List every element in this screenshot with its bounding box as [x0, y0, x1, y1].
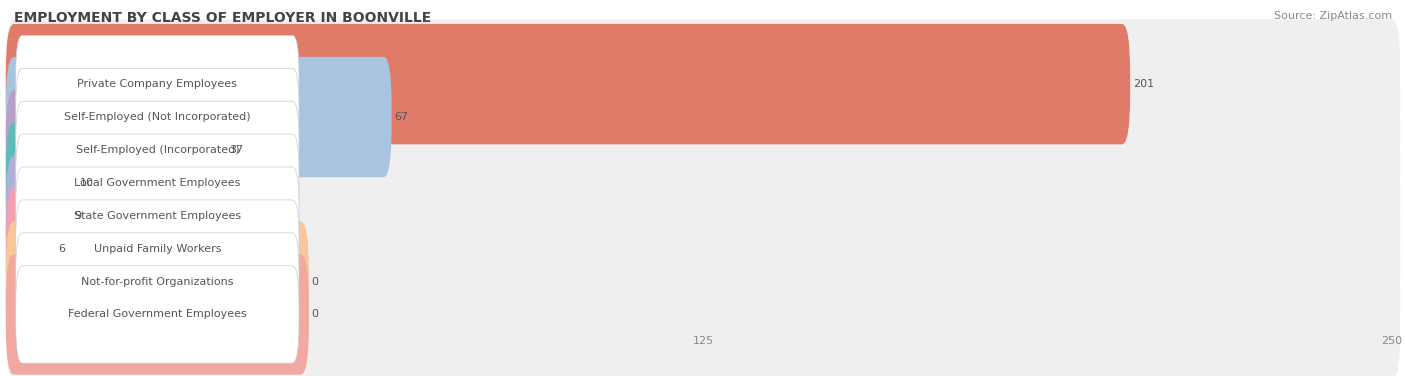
Text: 0: 0	[312, 276, 319, 287]
FancyBboxPatch shape	[6, 217, 1400, 346]
FancyBboxPatch shape	[6, 24, 1130, 144]
Text: 67: 67	[394, 112, 409, 122]
FancyBboxPatch shape	[6, 85, 1400, 215]
FancyBboxPatch shape	[6, 221, 309, 342]
FancyBboxPatch shape	[6, 90, 226, 210]
FancyBboxPatch shape	[6, 57, 392, 177]
FancyBboxPatch shape	[15, 167, 299, 264]
FancyBboxPatch shape	[6, 184, 1400, 314]
FancyBboxPatch shape	[15, 266, 299, 363]
Text: State Government Employees: State Government Employees	[73, 211, 240, 221]
Text: 9: 9	[75, 211, 82, 221]
Text: Local Government Employees: Local Government Employees	[75, 178, 240, 188]
Text: 6: 6	[58, 244, 65, 254]
Text: 0: 0	[312, 309, 319, 320]
Text: Source: ZipAtlas.com: Source: ZipAtlas.com	[1274, 11, 1392, 21]
FancyBboxPatch shape	[15, 134, 299, 232]
FancyBboxPatch shape	[15, 35, 299, 133]
FancyBboxPatch shape	[15, 200, 299, 297]
FancyBboxPatch shape	[15, 233, 299, 330]
FancyBboxPatch shape	[6, 151, 1400, 280]
Text: Unpaid Family Workers: Unpaid Family Workers	[94, 244, 221, 254]
Text: Federal Government Employees: Federal Government Employees	[67, 309, 246, 320]
Text: Self-Employed (Incorporated): Self-Employed (Incorporated)	[76, 145, 239, 155]
Text: Not-for-profit Organizations: Not-for-profit Organizations	[82, 276, 233, 287]
Text: EMPLOYMENT BY CLASS OF EMPLOYER IN BOONVILLE: EMPLOYMENT BY CLASS OF EMPLOYER IN BOONV…	[14, 11, 432, 25]
FancyBboxPatch shape	[6, 250, 1400, 376]
FancyBboxPatch shape	[6, 123, 77, 243]
FancyBboxPatch shape	[6, 118, 1400, 248]
FancyBboxPatch shape	[15, 68, 299, 166]
FancyBboxPatch shape	[15, 101, 299, 199]
Text: 10: 10	[80, 178, 94, 188]
FancyBboxPatch shape	[6, 254, 309, 374]
FancyBboxPatch shape	[6, 156, 72, 276]
Text: 37: 37	[229, 145, 243, 155]
Text: 201: 201	[1133, 79, 1154, 89]
FancyBboxPatch shape	[6, 188, 55, 309]
FancyBboxPatch shape	[6, 19, 1400, 149]
Text: Private Company Employees: Private Company Employees	[77, 79, 238, 89]
FancyBboxPatch shape	[6, 52, 1400, 182]
Text: Self-Employed (Not Incorporated): Self-Employed (Not Incorporated)	[65, 112, 250, 122]
